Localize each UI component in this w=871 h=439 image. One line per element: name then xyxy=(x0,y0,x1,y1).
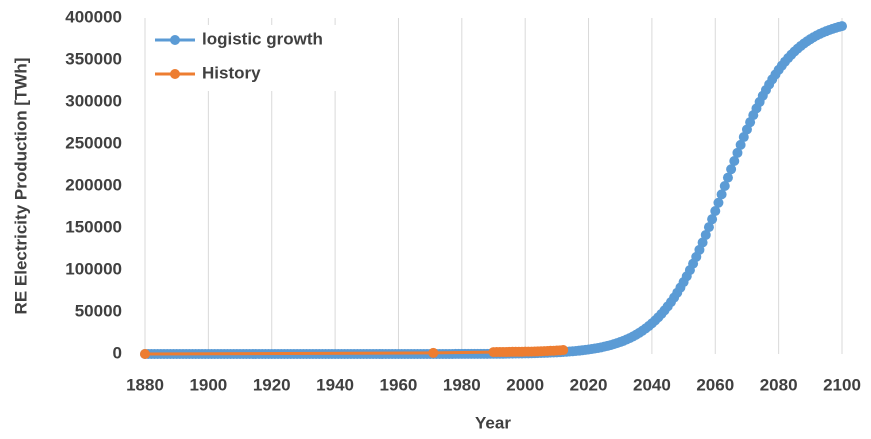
y-tick-label: 0 xyxy=(113,343,122,362)
y-tick-label: 400000 xyxy=(65,7,122,26)
data-point xyxy=(713,197,724,208)
y-tick-label: 50000 xyxy=(75,301,122,320)
data-point xyxy=(428,347,439,358)
x-tick-label: 1980 xyxy=(443,375,481,394)
x-tick-label: 2040 xyxy=(633,375,671,394)
y-tick-label: 300000 xyxy=(65,91,122,110)
data-point xyxy=(726,164,737,175)
legend: logistic growth History xyxy=(150,25,350,91)
data-point xyxy=(697,237,708,248)
legend-label: History xyxy=(202,63,261,82)
data-point xyxy=(735,139,746,150)
y-axis-title: RE Electricity Production [TWh] xyxy=(11,58,30,315)
y-tick-label: 150000 xyxy=(65,217,122,236)
x-tick-label: 2000 xyxy=(506,375,544,394)
legend-box xyxy=(150,25,350,91)
x-tick-label: 1960 xyxy=(380,375,418,394)
x-tick-label: 2080 xyxy=(760,375,798,394)
data-point xyxy=(732,147,743,158)
x-tick-label: 1940 xyxy=(316,375,354,394)
x-tick-label: 2060 xyxy=(696,375,734,394)
data-point xyxy=(837,21,847,32)
legend-marker xyxy=(170,69,180,79)
data-point xyxy=(140,349,150,359)
x-tick-label: 2100 xyxy=(823,375,861,394)
data-point xyxy=(558,345,569,356)
data-point xyxy=(710,206,721,217)
data-point xyxy=(719,181,730,191)
data-point xyxy=(703,222,714,233)
plot-area xyxy=(140,21,847,359)
data-point xyxy=(738,132,749,143)
y-tick-label: 250000 xyxy=(65,133,122,152)
grid: 1880 1900 1920 1940 1960 1980 2000 2020 2040 2060… xyxy=(65,7,861,394)
data-point xyxy=(722,172,733,183)
data-point xyxy=(729,155,740,166)
y-tick-label: 100000 xyxy=(65,259,122,278)
x-axis-title: Year xyxy=(475,413,511,432)
data-point xyxy=(700,229,711,240)
data-point xyxy=(707,214,718,225)
legend-label: logistic growth xyxy=(202,29,323,48)
y-tick-label: 200000 xyxy=(65,175,122,194)
data-point xyxy=(716,189,727,200)
y-tick-label: 350000 xyxy=(65,49,122,68)
x-tick-label: 1880 xyxy=(126,375,164,394)
x-tick-label: 1900 xyxy=(189,375,227,394)
x-tick-label: 1920 xyxy=(253,375,291,394)
legend-marker xyxy=(170,35,180,45)
x-tick-label: 2020 xyxy=(570,375,608,394)
